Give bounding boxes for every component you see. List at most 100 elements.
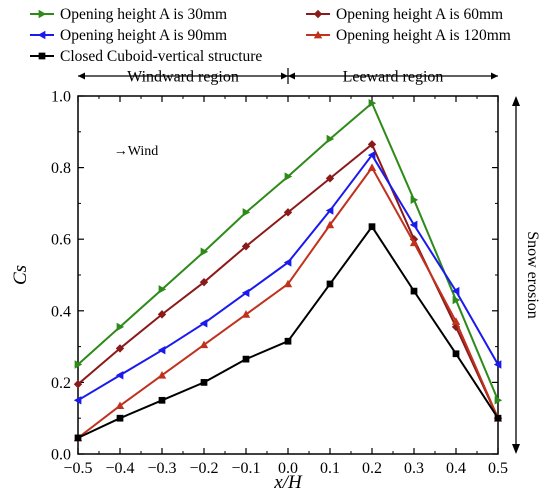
data-point [284, 337, 292, 345]
data-point [115, 371, 124, 380]
data-point [115, 344, 125, 353]
x-tick-label: 0.1 [320, 460, 340, 477]
x-tick-label: 0.0 [278, 460, 298, 477]
data-point [410, 195, 419, 205]
legend-item: Closed Cuboid-vertical structure [30, 48, 262, 65]
data-point [157, 371, 167, 379]
x-tick-label: 0.3 [404, 460, 424, 477]
series-opening-height-a-is-30mm [74, 98, 503, 405]
arrow-head [281, 72, 288, 80]
legend-item: Opening height A is 90mm [30, 27, 227, 44]
arrow-head [512, 444, 520, 454]
data-point [199, 277, 209, 287]
y-tick-label: 1.0 [51, 89, 71, 106]
data-point [325, 206, 334, 215]
data-point [199, 319, 208, 328]
y-axis-title: Cs [10, 265, 31, 285]
data-point [283, 279, 293, 288]
data-point [116, 322, 125, 332]
x-tick-label: 0.4 [446, 460, 466, 477]
data-point [38, 52, 46, 60]
y-tick-label: 0.0 [51, 447, 71, 464]
region-label: Leeward region [343, 69, 444, 86]
data-point [158, 285, 167, 294]
data-point [283, 258, 292, 267]
region-windward: Windward region [78, 69, 288, 86]
data-point [242, 355, 250, 363]
data-point [241, 288, 250, 298]
x-tick-label: −0.3 [147, 460, 176, 477]
legend-item: Opening height A is 30mm [30, 6, 227, 23]
data-point [242, 208, 251, 217]
y-tick-label: 0.4 [51, 303, 71, 320]
legend-item: Opening height A is 60mm [306, 6, 503, 23]
data-point [157, 310, 167, 319]
x-tick-label: −0.1 [231, 460, 260, 477]
data-point [200, 247, 209, 256]
data-point [37, 30, 46, 40]
data-point [74, 434, 82, 442]
series-opening-height-a-is-120mm [73, 163, 503, 442]
data-point [115, 401, 125, 410]
arrow-head [78, 72, 85, 80]
data-point [452, 295, 461, 305]
data-point [313, 30, 323, 39]
x-axis-title: x/H [273, 472, 303, 493]
data-point [199, 340, 209, 349]
series-closed-cuboid-vertical-structure [74, 223, 502, 442]
series-line [77, 153, 499, 402]
wind-annotation: →Wind [114, 144, 159, 159]
data-point [241, 242, 251, 251]
data-point [325, 174, 335, 183]
snow-erosion-label: Snow erosion [524, 231, 541, 319]
legend-label: Opening height A is 60mm [336, 6, 503, 23]
data-point [157, 345, 166, 355]
data-point [73, 379, 83, 389]
arrow-head [288, 72, 295, 80]
data-point [452, 350, 460, 358]
data-point [73, 396, 82, 405]
data-point [325, 220, 335, 229]
data-point [200, 379, 208, 386]
x-tick-label: 0.5 [488, 460, 508, 477]
data-point [367, 150, 376, 160]
series-opening-height-a-is-90mm [73, 150, 502, 405]
data-point [326, 134, 335, 144]
data-point [313, 9, 323, 19]
plot-area: −0.5 −0.4 −0.3 −0.2 −0.1 0.0 0.1 0.2 0.3 0.4 0.5 0.… [51, 89, 508, 478]
legend-label: Opening height A is 90mm [60, 27, 227, 44]
series-group [73, 98, 503, 442]
data-point [368, 98, 377, 108]
data-point [284, 172, 293, 181]
axis-ticks: −0.5 −0.4 −0.3 −0.2 −0.1 0.0 0.1 0.2 0.3 0.4 0.5 0.… [51, 89, 508, 478]
series-line [77, 165, 499, 439]
data-point [368, 223, 376, 231]
data-point [409, 238, 419, 247]
legend-item: Opening height A is 120mm [306, 27, 511, 44]
y-tick-label: 0.8 [51, 160, 71, 177]
y-tick-label: 0.6 [51, 232, 71, 249]
data-point [451, 317, 461, 325]
x-tick-label: 0.2 [362, 460, 382, 477]
x-tick-label: −0.2 [189, 460, 218, 477]
region-label: Windward region [127, 69, 239, 86]
x-tick-label: −0.4 [105, 460, 134, 477]
data-point [38, 9, 47, 19]
legend-label: Opening height A is 120mm [336, 27, 511, 44]
data-point [493, 360, 502, 369]
data-point [74, 360, 83, 369]
data-point [241, 310, 251, 318]
data-point [494, 396, 503, 405]
arrow-head [512, 96, 520, 106]
x-tick-label: −0.5 [63, 460, 92, 477]
data-point [409, 220, 418, 230]
data-point [283, 208, 293, 217]
region-leeward: Leeward region [288, 69, 498, 86]
data-point [494, 414, 502, 422]
legend: Opening height A is 30mm Opening height A… [30, 6, 511, 65]
data-point [367, 163, 377, 171]
region-bar: Windward region Leeward region [78, 68, 498, 86]
data-point [116, 414, 124, 422]
data-point [326, 280, 334, 288]
